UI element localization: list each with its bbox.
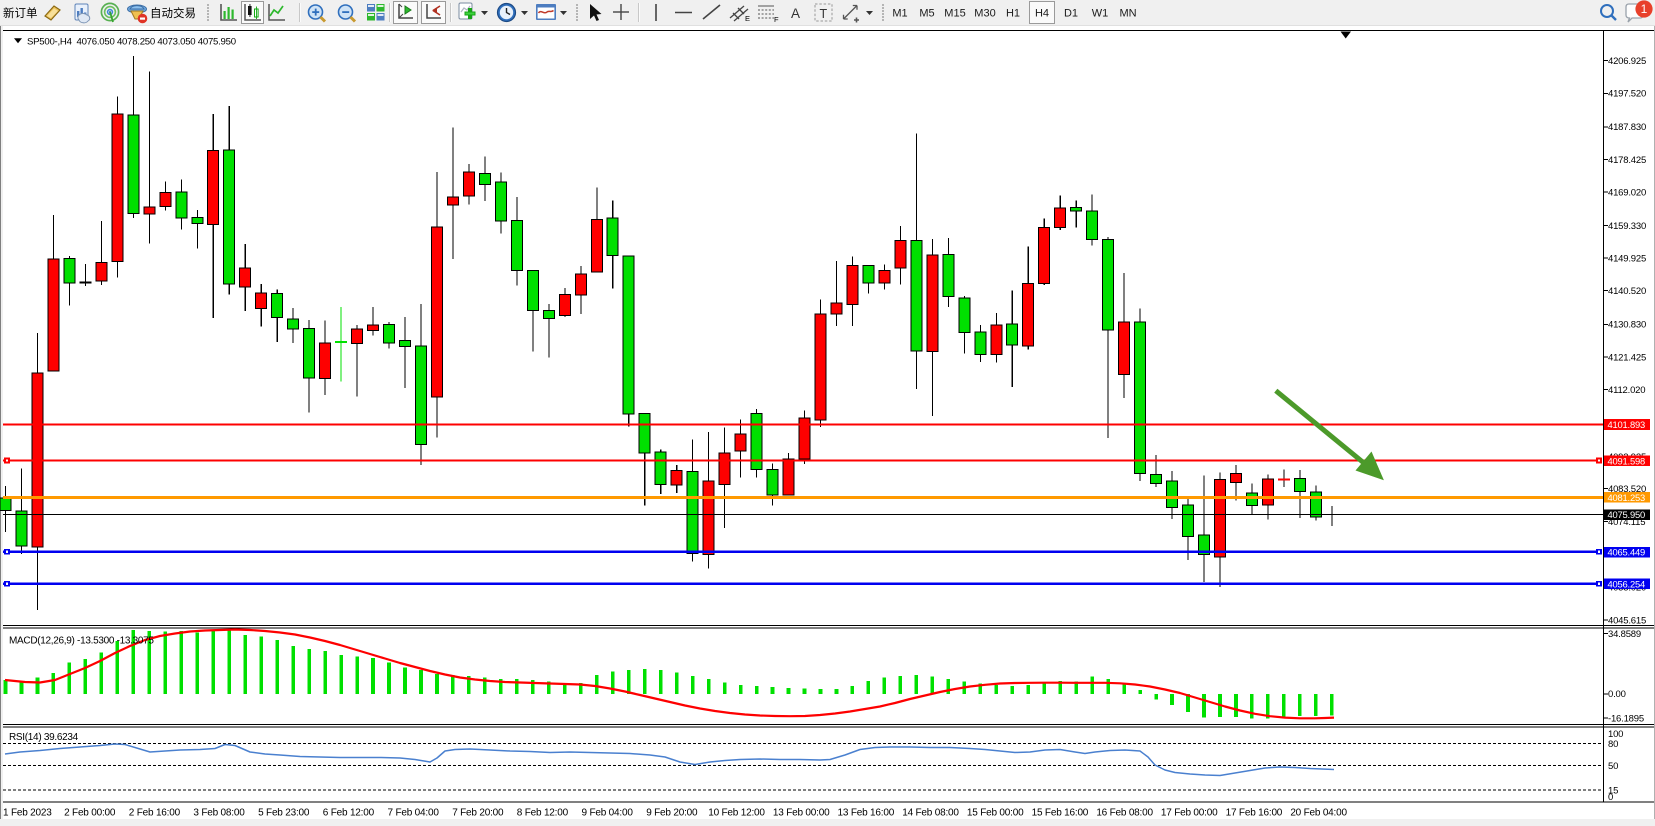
svg-text:5 Feb 23:00: 5 Feb 23:00	[258, 808, 310, 819]
svg-text:15 Feb 00:00: 15 Feb 00:00	[967, 808, 1024, 819]
svg-text:A: A	[791, 6, 800, 21]
svg-text:4197.520: 4197.520	[1608, 89, 1646, 100]
svg-text:M1: M1	[892, 8, 907, 20]
svg-text:7 Feb 04:00: 7 Feb 04:00	[388, 808, 440, 819]
svg-text:自动交易: 自动交易	[150, 6, 196, 20]
svg-text:4101.893: 4101.893	[1608, 419, 1646, 430]
svg-text:RSI(14) 39.6234: RSI(14) 39.6234	[9, 732, 79, 743]
svg-text:4159.330: 4159.330	[1608, 221, 1646, 232]
svg-text:7 Feb 20:00: 7 Feb 20:00	[452, 808, 504, 819]
svg-text:0: 0	[1608, 792, 1613, 803]
svg-text:0.00: 0.00	[1608, 689, 1626, 700]
svg-text:15: 15	[1608, 785, 1618, 796]
svg-text:13 Feb 16:00: 13 Feb 16:00	[838, 808, 895, 819]
svg-text:20 Feb 04:00: 20 Feb 04:00	[1290, 808, 1347, 819]
svg-text:2 Feb 00:00: 2 Feb 00:00	[64, 808, 116, 819]
svg-text:MACD(12,26,9) -13.5300 -13.307: MACD(12,26,9) -13.5300 -13.3075	[9, 636, 154, 647]
svg-text:4140.520: 4140.520	[1608, 286, 1646, 297]
svg-text:4091.598: 4091.598	[1608, 455, 1646, 466]
svg-text:80: 80	[1608, 739, 1618, 750]
svg-text:SP500-,H4 4076.050 4078.250 4: SP500-,H4 4076.050 4078.250 4073.050 407…	[27, 37, 236, 48]
svg-text:50: 50	[1608, 761, 1618, 772]
svg-text:4112.020: 4112.020	[1608, 385, 1645, 396]
svg-text:10 Feb 12:00: 10 Feb 12:00	[708, 808, 765, 819]
svg-text:9 Feb 20:00: 9 Feb 20:00	[646, 808, 698, 819]
svg-text:4121.425: 4121.425	[1608, 352, 1646, 363]
svg-text:4056.254: 4056.254	[1608, 578, 1646, 589]
svg-text:17 Feb 16:00: 17 Feb 16:00	[1226, 808, 1283, 819]
svg-text:3 Feb 08:00: 3 Feb 08:00	[193, 808, 245, 819]
svg-text:W1: W1	[1092, 8, 1109, 20]
svg-text:4169.020: 4169.020	[1608, 187, 1646, 198]
svg-text:4081.253: 4081.253	[1608, 492, 1646, 503]
svg-text:T: T	[820, 7, 828, 21]
svg-text:4083.520: 4083.520	[1608, 484, 1646, 495]
svg-text:8 Feb 12:00: 8 Feb 12:00	[517, 808, 569, 819]
svg-text:H1: H1	[1006, 8, 1020, 20]
svg-text:E: E	[745, 14, 750, 23]
svg-text:4206.925: 4206.925	[1608, 56, 1646, 67]
svg-text:16 Feb 08:00: 16 Feb 08:00	[1096, 808, 1153, 819]
svg-text:15 Feb 16:00: 15 Feb 16:00	[1032, 808, 1089, 819]
svg-text:4149.925: 4149.925	[1608, 254, 1646, 265]
svg-text:M5: M5	[919, 8, 934, 20]
svg-text:4075.950: 4075.950	[1608, 509, 1646, 520]
svg-text:4187.830: 4187.830	[1608, 122, 1646, 133]
svg-text:6 Feb 12:00: 6 Feb 12:00	[323, 808, 375, 819]
svg-text:1: 1	[1641, 2, 1648, 16]
svg-text:2 Feb 16:00: 2 Feb 16:00	[129, 808, 181, 819]
svg-text:1 Feb 2023: 1 Feb 2023	[3, 808, 52, 819]
svg-text:100: 100	[1608, 729, 1623, 740]
svg-text:新订单: 新订单	[3, 6, 38, 20]
svg-text:D1: D1	[1064, 8, 1078, 20]
svg-text:17 Feb 00:00: 17 Feb 00:00	[1161, 808, 1218, 819]
svg-text:4178.425: 4178.425	[1608, 155, 1646, 166]
svg-text:9 Feb 04:00: 9 Feb 04:00	[582, 808, 634, 819]
svg-text:4065.449: 4065.449	[1608, 547, 1646, 558]
svg-text:4074.115: 4074.115	[1608, 517, 1645, 528]
svg-text:34.8589: 34.8589	[1608, 629, 1641, 640]
svg-text:13 Feb 00:00: 13 Feb 00:00	[773, 808, 830, 819]
svg-text:4045.615: 4045.615	[1608, 616, 1646, 627]
svg-text:14 Feb 08:00: 14 Feb 08:00	[902, 808, 959, 819]
svg-text:M30: M30	[974, 8, 995, 20]
svg-text:-16.1895: -16.1895	[1608, 713, 1644, 724]
svg-text:4130.830: 4130.830	[1608, 320, 1646, 331]
svg-text:M15: M15	[944, 8, 965, 20]
svg-text:H4: H4	[1035, 8, 1049, 20]
svg-text:MN: MN	[1119, 8, 1136, 20]
svg-text:F: F	[774, 15, 779, 24]
